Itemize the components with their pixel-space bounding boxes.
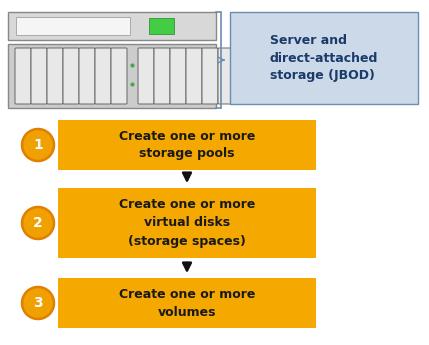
- FancyBboxPatch shape: [79, 48, 95, 104]
- Text: Create one or more
volumes: Create one or more volumes: [119, 287, 255, 318]
- Text: 3: 3: [33, 296, 43, 310]
- FancyBboxPatch shape: [230, 12, 418, 104]
- FancyBboxPatch shape: [16, 17, 130, 35]
- FancyBboxPatch shape: [15, 48, 31, 104]
- FancyBboxPatch shape: [58, 188, 316, 258]
- FancyBboxPatch shape: [58, 278, 316, 328]
- Circle shape: [22, 129, 54, 161]
- Text: Create one or more
storage pools: Create one or more storage pools: [119, 129, 255, 160]
- FancyBboxPatch shape: [58, 120, 316, 170]
- FancyBboxPatch shape: [149, 18, 175, 34]
- FancyBboxPatch shape: [202, 48, 218, 104]
- Text: 1: 1: [33, 138, 43, 152]
- FancyBboxPatch shape: [218, 48, 234, 104]
- FancyBboxPatch shape: [170, 48, 186, 104]
- Circle shape: [22, 287, 54, 319]
- FancyBboxPatch shape: [8, 12, 216, 40]
- FancyBboxPatch shape: [63, 48, 79, 104]
- FancyBboxPatch shape: [186, 48, 202, 104]
- FancyBboxPatch shape: [8, 44, 216, 108]
- FancyBboxPatch shape: [111, 48, 127, 104]
- Circle shape: [22, 207, 54, 239]
- FancyBboxPatch shape: [31, 48, 47, 104]
- FancyBboxPatch shape: [154, 48, 170, 104]
- FancyBboxPatch shape: [47, 48, 63, 104]
- Text: Server and
direct-attached
storage (JBOD): Server and direct-attached storage (JBOD…: [270, 33, 378, 82]
- Text: Create one or more
virtual disks
(storage spaces): Create one or more virtual disks (storag…: [119, 198, 255, 247]
- FancyBboxPatch shape: [138, 48, 154, 104]
- FancyBboxPatch shape: [95, 48, 111, 104]
- Text: 2: 2: [33, 216, 43, 230]
